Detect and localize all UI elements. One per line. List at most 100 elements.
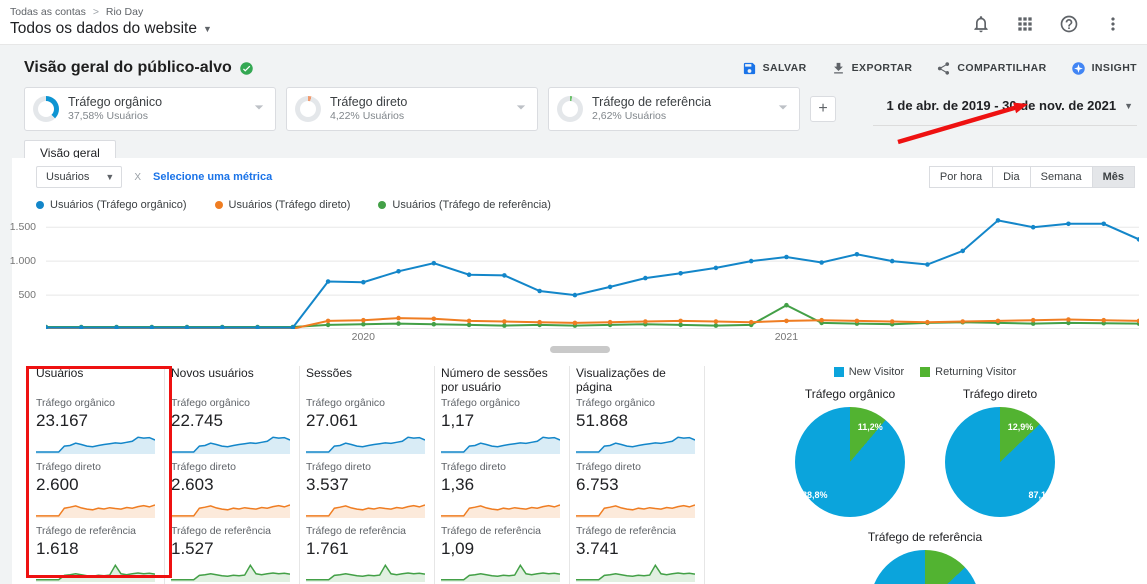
granularity-semana[interactable]: Semana <box>1029 166 1093 188</box>
segment-card-referral[interactable]: Tráfego de referência 2,62% Usuários <box>548 87 800 131</box>
segment-donut-icon <box>295 96 321 122</box>
metric-block[interactable]: Tráfego direto 2.603 <box>171 461 290 518</box>
metric-block[interactable]: Tráfego direto 3.537 <box>306 461 425 518</box>
metric-block[interactable]: Tráfego de referência 1,09 <box>441 525 560 582</box>
insight-icon <box>1071 61 1085 75</box>
metric-block[interactable]: Tráfego direto 1,36 <box>441 461 560 518</box>
segment-donut-icon <box>33 96 59 122</box>
metric-block[interactable]: Tráfego orgânico 22.745 <box>171 397 290 454</box>
topbar-left: Todas as contas > Rio Day Todos os dados… <box>10 6 212 38</box>
metric-block[interactable]: Tráfego orgânico 51.868 <box>576 397 695 454</box>
metric-column-header: Sessões <box>306 366 353 380</box>
metric-block[interactable]: Tráfego orgânico 27.061 <box>306 397 425 454</box>
legend-item-organic: Usuários (Tráfego orgânico) <box>36 199 187 211</box>
pie-chart-direct[interactable] <box>945 407 1055 517</box>
breadcrumb-all-accounts[interactable]: Todas as contas <box>10 6 86 18</box>
traffic-line-chart[interactable]: 500 1.000 1.500 2020 2021 <box>9 217 1139 343</box>
sparkline-chart <box>576 563 695 582</box>
property-title: Todos os dados do website <box>10 20 197 37</box>
metric-select[interactable]: Usuários ▼ <box>36 166 123 188</box>
metric-block[interactable]: Tráfego orgânico 1,17 <box>441 397 560 454</box>
x-axis-labels: 2020 2021 <box>351 331 799 343</box>
metric-block[interactable]: Tráfego direto 2.600 <box>36 461 155 518</box>
pie-label-new: 87,1% <box>1028 490 1054 500</box>
segment-subtitle: 4,22% Usuários <box>330 110 405 123</box>
sparkline-chart <box>171 504 290 518</box>
breadcrumb: Todas as contas > Rio Day <box>10 6 212 18</box>
breadcrumb-account[interactable]: Rio Day <box>105 6 144 18</box>
legend-item-new-visitor: New Visitor <box>833 366 904 378</box>
y-axis-labels: 500 1.000 1.500 <box>9 221 36 301</box>
metric-column-header: Novos usuários <box>171 366 254 380</box>
page-title: Visão geral do público-alvo <box>24 59 232 76</box>
chevron-down-icon[interactable] <box>511 97 531 122</box>
tab-bar: Visão geral <box>0 131 1147 166</box>
remove-metric-button[interactable]: X <box>134 171 141 183</box>
metrics-section: Usuários Tráfego orgânico 23.167 Tráfego… <box>12 353 1147 584</box>
metric-column-usuarios: Usuários Tráfego orgânico 23.167 Tráfego… <box>36 366 165 584</box>
sparkline-chart <box>306 504 425 518</box>
apps-grid-icon[interactable] <box>1015 14 1035 34</box>
sparkline-chart <box>36 436 155 454</box>
sparkline-chart <box>441 504 560 518</box>
granularity-dia[interactable]: Dia <box>992 166 1031 188</box>
segment-donut-icon <box>557 96 583 122</box>
sparkline-chart <box>441 436 560 454</box>
pie-chart-organic[interactable] <box>795 407 905 517</box>
chevron-down-icon[interactable] <box>249 97 269 122</box>
insight-button[interactable]: INSIGHT <box>1071 61 1137 76</box>
date-range-text: 1 de abr. de 2019 - 30 de nov. de 2021 <box>886 98 1117 113</box>
help-icon[interactable] <box>1059 14 1079 34</box>
chart-controls: Usuários ▼ X Selecione uma métrica Por h… <box>12 158 1147 192</box>
topbar: Todas as contas > Rio Day Todos os dados… <box>0 0 1147 45</box>
metric-block[interactable]: Tráfego de referência 1.761 <box>306 525 425 582</box>
legend-dot <box>36 201 44 209</box>
sparkline-chart <box>36 563 155 582</box>
sparkline-chart <box>306 436 425 454</box>
sparkline-chart <box>171 436 290 454</box>
property-selector[interactable]: Todos os dados do website ▼ <box>10 20 212 38</box>
segment-card-organic[interactable]: Tráfego orgânico 37,58% Usuários <box>24 87 276 131</box>
segment-title: Tráfego de referência <box>592 94 712 109</box>
pie-block-referral: Tráfego de referência <box>711 530 1139 584</box>
metric-columns: Usuários Tráfego orgânico 23.167 Tráfego… <box>36 366 711 584</box>
metric-column-novos-usuarios: Novos usuários Tráfego orgânico 22.745 T… <box>171 366 300 584</box>
metric-block[interactable]: Tráfego de referência 1.527 <box>171 525 290 582</box>
chevron-down-icon[interactable] <box>773 97 793 122</box>
chart-scrollbar[interactable] <box>549 346 610 353</box>
metric-column-sessoes-por-usuario: Número de sessões por usuário Tráfego or… <box>441 366 570 584</box>
notifications-icon[interactable] <box>971 14 991 34</box>
checkmark-icon <box>239 61 254 76</box>
granularity-por-hora[interactable]: Por hora <box>928 166 994 188</box>
share-button[interactable]: COMPARTILHAR <box>936 61 1046 76</box>
visitor-legend: New Visitor Returning Visitor <box>711 366 1139 378</box>
metric-column-header: Usuários <box>36 366 84 380</box>
pie-block-direct: Tráfego direto 12,9% 87,1% <box>945 387 1055 517</box>
save-icon <box>743 62 755 74</box>
save-button[interactable]: SALVAR <box>742 61 807 76</box>
legend-dot <box>378 201 387 209</box>
date-range-selector[interactable]: 1 de abr. de 2019 - 30 de nov. de 2021 ▼ <box>872 92 1137 126</box>
pie-chart-referral[interactable] <box>870 550 980 584</box>
legend-item-referral: Usuários (Tráfego de referência) <box>378 199 551 211</box>
metric-column-sessoes: Sessões Tráfego orgânico 27.061 Tráfego … <box>306 366 435 584</box>
header-actions: SALVAR EXPORTAR COMPARTILHAR INSIGHT <box>742 61 1137 76</box>
download-icon <box>833 62 843 73</box>
more-vert-icon[interactable] <box>1103 14 1123 34</box>
granularity-mes[interactable]: Mês <box>1091 166 1135 188</box>
pie-block-organic: Tráfego orgânico 11,2% 88,8% <box>795 387 905 517</box>
export-button[interactable]: EXPORTAR <box>831 61 913 76</box>
metric-block[interactable]: Tráfego direto 6.753 <box>576 461 695 518</box>
select-metric-link[interactable]: Selecione uma métrica <box>153 171 273 183</box>
add-segment-button[interactable]: + <box>810 96 836 122</box>
line-chart-svg <box>46 218 1139 329</box>
overview-panel: Usuários ▼ X Selecione uma métrica Por h… <box>9 158 1147 584</box>
legend-item-returning-visitor: Returning Visitor <box>920 366 1016 378</box>
segment-card-direct[interactable]: Tráfego direto 4,22% Usuários <box>286 87 538 131</box>
chevron-down-icon: ▼ <box>202 24 212 34</box>
metric-block[interactable]: Tráfego de referência 3.741 <box>576 525 695 582</box>
page-header: Visão geral do público-alvo SALVAR EXPOR… <box>0 45 1147 87</box>
metric-block[interactable]: Tráfego de referência 1.618 <box>36 525 155 582</box>
segment-subtitle: 37,58% Usuários <box>68 110 148 123</box>
metric-block[interactable]: Tráfego orgânico 23.167 <box>36 397 155 454</box>
